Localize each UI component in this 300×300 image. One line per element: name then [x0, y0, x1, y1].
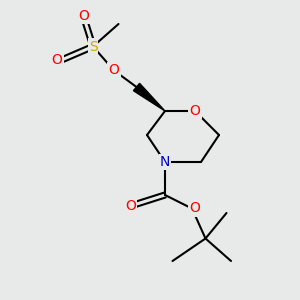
Text: O: O: [190, 104, 200, 118]
Text: N: N: [160, 155, 170, 169]
Text: O: O: [189, 202, 200, 215]
Polygon shape: [134, 83, 165, 111]
Text: O: O: [109, 64, 119, 77]
Text: O: O: [79, 9, 89, 22]
Text: O: O: [125, 199, 136, 212]
Text: S: S: [88, 40, 98, 53]
Text: O: O: [52, 53, 62, 67]
